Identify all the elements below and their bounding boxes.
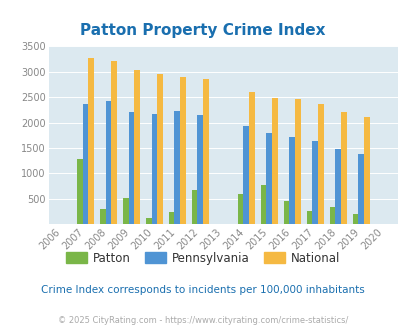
Bar xyxy=(168,212,174,224)
Bar xyxy=(266,133,271,224)
Bar xyxy=(243,126,249,224)
Bar xyxy=(77,159,82,224)
Bar xyxy=(111,61,117,224)
Bar xyxy=(249,92,254,224)
Bar xyxy=(335,148,340,224)
Bar xyxy=(174,111,180,224)
Bar xyxy=(82,104,88,224)
Bar xyxy=(191,190,197,224)
Bar xyxy=(128,113,134,224)
Bar xyxy=(105,101,111,224)
Text: Crime Index corresponds to incidents per 100,000 inhabitants: Crime Index corresponds to incidents per… xyxy=(41,285,364,295)
Bar xyxy=(306,211,311,224)
Bar xyxy=(122,198,128,224)
Bar xyxy=(317,104,323,224)
Bar xyxy=(88,58,94,224)
Bar xyxy=(363,117,369,224)
Bar xyxy=(271,98,277,224)
Bar xyxy=(283,201,289,224)
Bar xyxy=(311,141,317,224)
Bar xyxy=(151,114,157,224)
Bar xyxy=(134,70,140,224)
Text: Patton Property Crime Index: Patton Property Crime Index xyxy=(80,23,325,38)
Bar xyxy=(329,207,335,224)
Bar xyxy=(357,154,363,224)
Bar xyxy=(260,185,266,224)
Bar xyxy=(145,218,151,224)
Bar xyxy=(340,112,346,224)
Text: © 2025 CityRating.com - https://www.cityrating.com/crime-statistics/: © 2025 CityRating.com - https://www.city… xyxy=(58,315,347,325)
Legend: Patton, Pennsylvania, National: Patton, Pennsylvania, National xyxy=(61,247,344,269)
Bar xyxy=(100,209,105,224)
Bar xyxy=(197,115,202,224)
Bar xyxy=(237,194,243,224)
Bar xyxy=(202,79,209,224)
Bar xyxy=(289,137,294,224)
Bar xyxy=(352,214,357,224)
Bar xyxy=(294,99,300,224)
Bar xyxy=(180,77,185,224)
Bar xyxy=(157,74,162,224)
